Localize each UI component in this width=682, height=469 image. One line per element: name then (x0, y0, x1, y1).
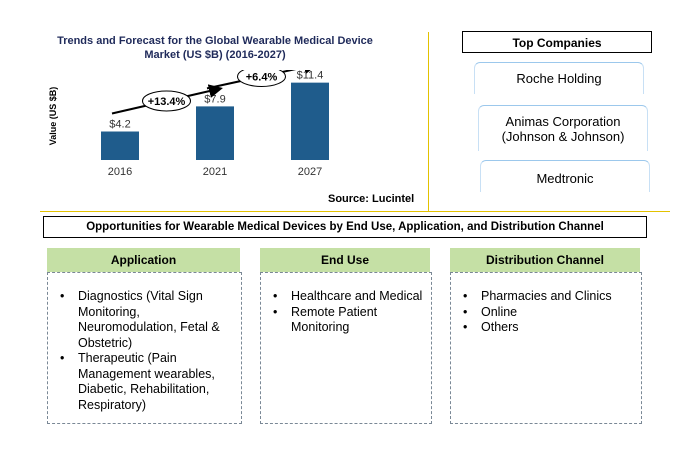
growth-bubble (237, 70, 286, 88)
company-item: Medtronic (480, 160, 650, 192)
horizontal-divider (40, 211, 670, 212)
column-header-application: Application (47, 248, 240, 272)
data-label: $4.2 (109, 119, 130, 131)
list-item: Others (461, 320, 633, 336)
column-box-application: Diagnostics (Vital Sign Monitoring, Neur… (47, 272, 242, 424)
x-tick-label: 2021 (203, 166, 227, 178)
growth-bubble (142, 90, 191, 112)
list-item: Healthcare and Medical (271, 289, 423, 305)
bar-2016 (101, 131, 139, 160)
column-box-end-use: Healthcare and Medical Remote Patient Mo… (260, 272, 432, 424)
bar-2021 (196, 106, 234, 160)
company-item: Animas Corporation (Johnson & Johnson) (478, 105, 648, 151)
bar-2027 (291, 82, 329, 160)
list-item: Remote Patient Monitoring (271, 305, 423, 336)
bar-chart: $4.2 2016 $7.9 2021 $11.4 2027 +13.4% +6.4% (101, 70, 329, 178)
x-tick-label: 2027 (298, 166, 322, 178)
top-companies-header: Top Companies (462, 31, 652, 53)
growth-label: +13.4% (148, 96, 186, 108)
list-item: Online (461, 305, 633, 321)
column-header-distribution-channel: Distribution Channel (450, 248, 640, 272)
list-item: Pharmacies and Clinics (461, 289, 633, 305)
list-item: Diagnostics (Vital Sign Monitoring, Neur… (58, 289, 233, 351)
growth-label: +6.4% (246, 72, 278, 84)
column-box-distribution-channel: Pharmacies and Clinics Online Others (450, 272, 642, 424)
opportunities-header: Opportunities for Wearable Medical Devic… (43, 216, 647, 238)
vertical-divider (428, 32, 429, 212)
data-label: $7.9 (204, 93, 225, 105)
list-item: Therapeutic (Pain Management wearables, … (58, 351, 233, 413)
column-header-end-use: End Use (260, 248, 430, 272)
y-axis-label: Value (US $B) (48, 86, 58, 146)
company-item: Roche Holding (474, 62, 644, 94)
x-tick-label: 2016 (108, 166, 132, 178)
data-label: $11.4 (297, 70, 324, 82)
chart-title: Trends and Forecast for the Global Weara… (57, 35, 373, 61)
source-label: Source: Lucintel (328, 193, 415, 205)
